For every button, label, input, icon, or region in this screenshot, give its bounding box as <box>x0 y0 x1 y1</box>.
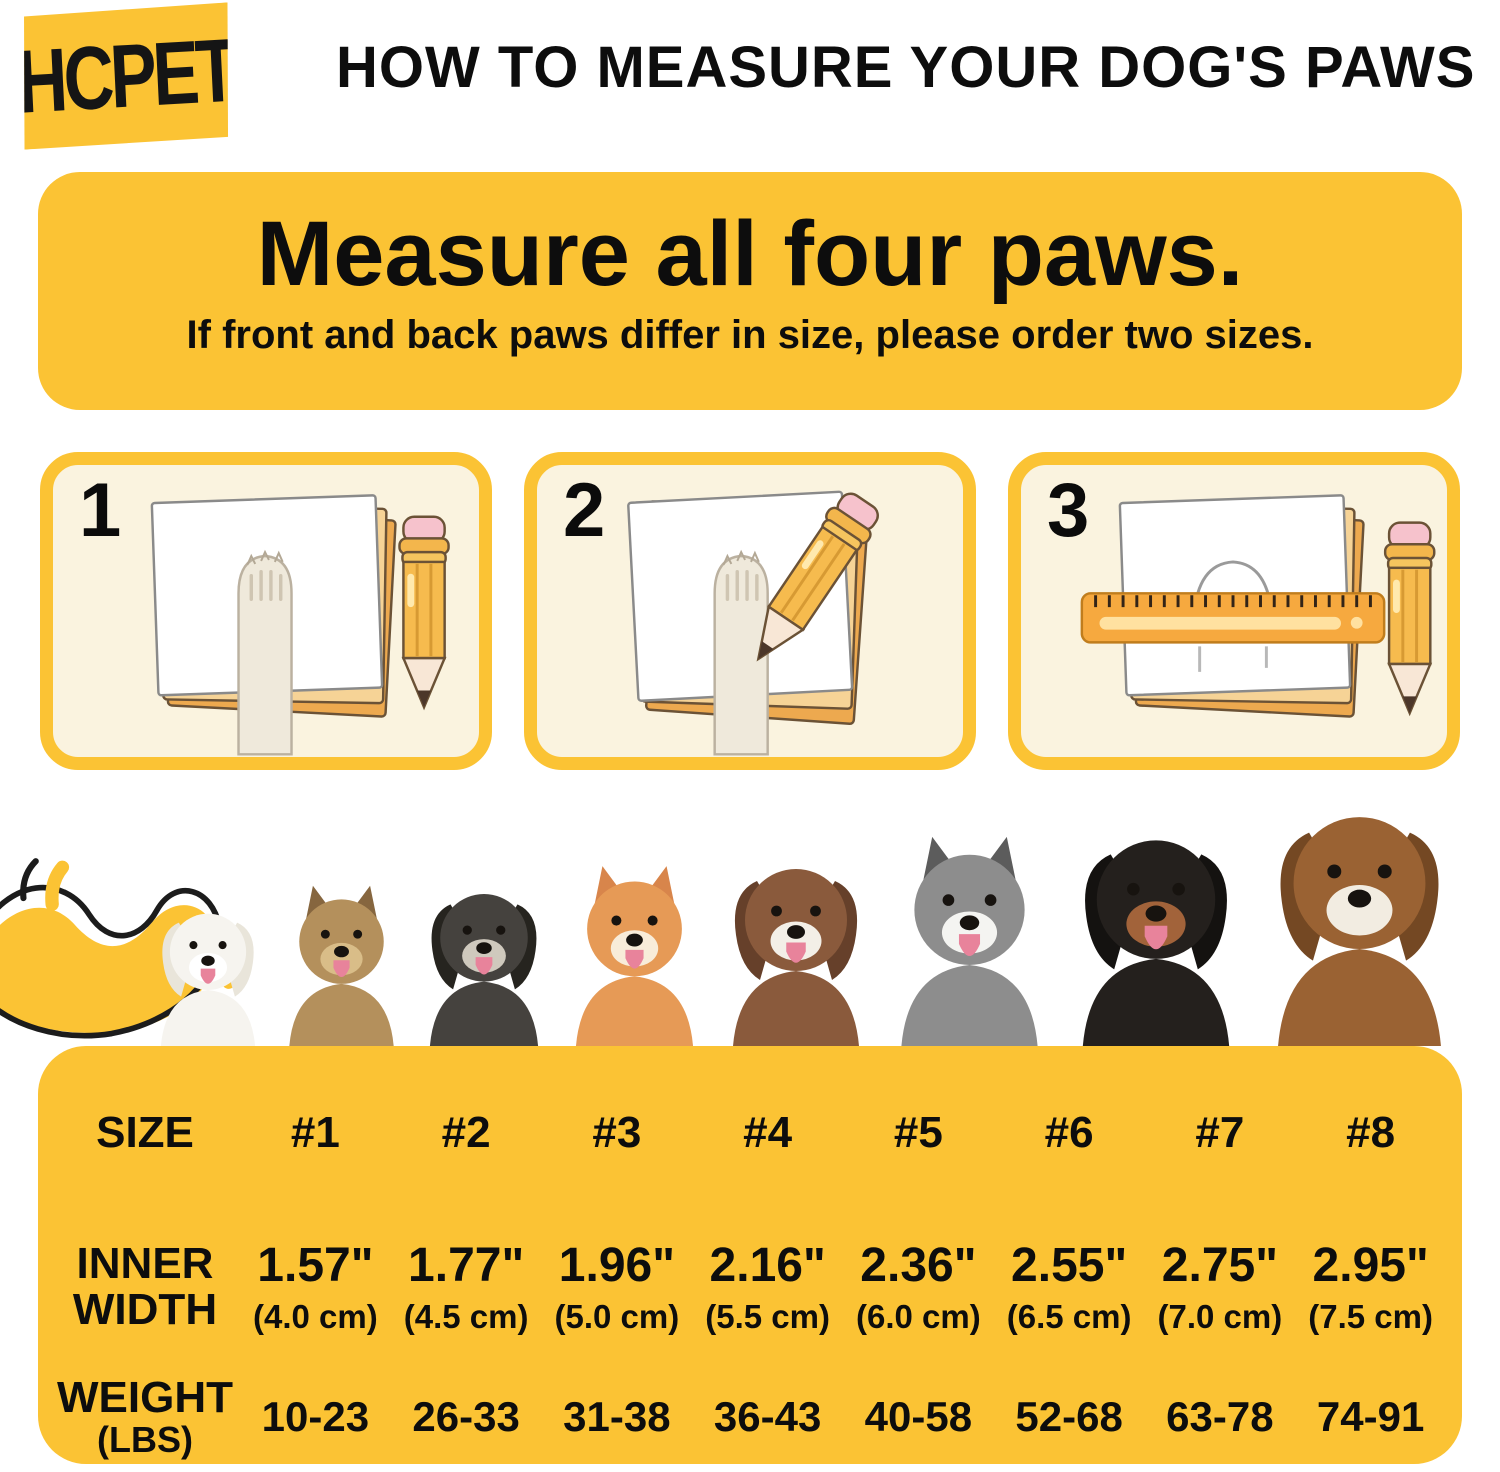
dog-photo-miniature-schnauzer <box>429 894 539 1046</box>
paw-on-paper-illustration <box>150 494 450 756</box>
weight-value-4: 36-43 <box>713 1393 822 1440</box>
inner-width-value-2: 1.77" (4.5 cm) <box>403 1238 529 1335</box>
size-value-4: #4 <box>743 1108 793 1157</box>
step-2-number: 2 <box>563 468 606 553</box>
step-1-number: 1 <box>79 468 122 553</box>
size-chart-table: SIZE #1 #2 #3 #4 #5 #6 #7 #8 INNER WIDTH… <box>38 1046 1462 1464</box>
paw-outline-drawing <box>1192 560 1274 672</box>
step-panel-1: 1 <box>40 452 492 770</box>
step-panel-2: 2 <box>524 452 976 770</box>
banner-subheading: If front and back paws differ in size, p… <box>186 312 1314 357</box>
weight-value-8: 74-91 <box>1316 1393 1425 1440</box>
weight-value-1: 10-23 <box>261 1393 370 1440</box>
size-value-1: #1 <box>290 1108 340 1157</box>
dog-photo-bichon-frise <box>160 913 256 1046</box>
inner-width-row-label: INNER WIDTH <box>72 1238 218 1334</box>
pencil-icon <box>398 515 450 711</box>
size-row-label: SIZE <box>96 1107 194 1157</box>
inner-width-value-7: 2.75" (7.0 cm) <box>1157 1238 1283 1335</box>
inner-width-value-3: 1.96" (5.0 cm) <box>554 1238 680 1335</box>
header: HCPET HOW TO MEASURE YOUR DOG'S PAWS <box>0 0 1500 168</box>
paper-stack-icon <box>1118 494 1365 718</box>
hcpet-logo-text: HCPET <box>15 19 237 133</box>
weight-value-7: 63-78 <box>1166 1393 1274 1440</box>
size-value-6: #6 <box>1044 1108 1094 1157</box>
trace-paw-illustration <box>627 490 879 756</box>
size-value-3: #3 <box>592 1108 642 1157</box>
measure-outline-illustration <box>1080 494 1436 718</box>
dog-photo-saint-bernard <box>1278 817 1441 1046</box>
weight-value-6: 52-68 <box>1015 1393 1123 1440</box>
pencil-icon <box>756 492 879 662</box>
page-title: HOW TO MEASURE YOUR DOG'S PAWS <box>336 35 1476 100</box>
size-value-2: #2 <box>441 1108 491 1157</box>
ruler-icon <box>1080 592 1386 644</box>
weight-value-5: 40-58 <box>864 1393 973 1440</box>
dog-paw-icon <box>713 549 769 756</box>
dog-photo-shiba-inu <box>575 866 694 1046</box>
size-value-8: #8 <box>1346 1108 1396 1157</box>
banner-heading: Measure all four paws. <box>256 203 1244 305</box>
dogs-row <box>149 790 1462 1046</box>
step-3-number: 3 <box>1047 468 1090 553</box>
inner-width-value-8: 2.95" (7.5 cm) <box>1308 1238 1433 1335</box>
dog-photo-yorkshire-terrier <box>289 885 394 1046</box>
dog-photo-alaskan-malamute <box>901 836 1038 1046</box>
inner-width-value-5: 2.36" (6.0 cm) <box>856 1238 981 1335</box>
weight-value-2: 26-33 <box>412 1393 520 1440</box>
weight-value-3: 31-38 <box>563 1393 671 1440</box>
size-value-7: #7 <box>1195 1108 1245 1157</box>
dog-size-lineup <box>0 788 1462 1046</box>
steps-row: 1 <box>40 452 1460 770</box>
dog-photo-australian-shepherd <box>733 869 859 1046</box>
size-value-5: #5 <box>893 1108 943 1157</box>
measure-banner: Measure all four paws. If front and back… <box>38 172 1462 410</box>
dog-paw-icon <box>237 549 293 756</box>
inner-width-value-4: 2.16" (5.5 cm) <box>705 1238 830 1335</box>
hcpet-logo: HCPET <box>20 2 233 149</box>
step-panel-3: 3 <box>1008 452 1460 770</box>
dog-photo-rottweiler <box>1082 840 1230 1046</box>
weight-row-label: WEIGHT (LBS) <box>57 1373 233 1461</box>
inner-width-value-1: 1.57" (4.0 cm) <box>253 1238 378 1335</box>
inner-width-value-6: 2.55" (6.5 cm) <box>1006 1238 1132 1335</box>
pencil-icon <box>1383 521 1436 717</box>
